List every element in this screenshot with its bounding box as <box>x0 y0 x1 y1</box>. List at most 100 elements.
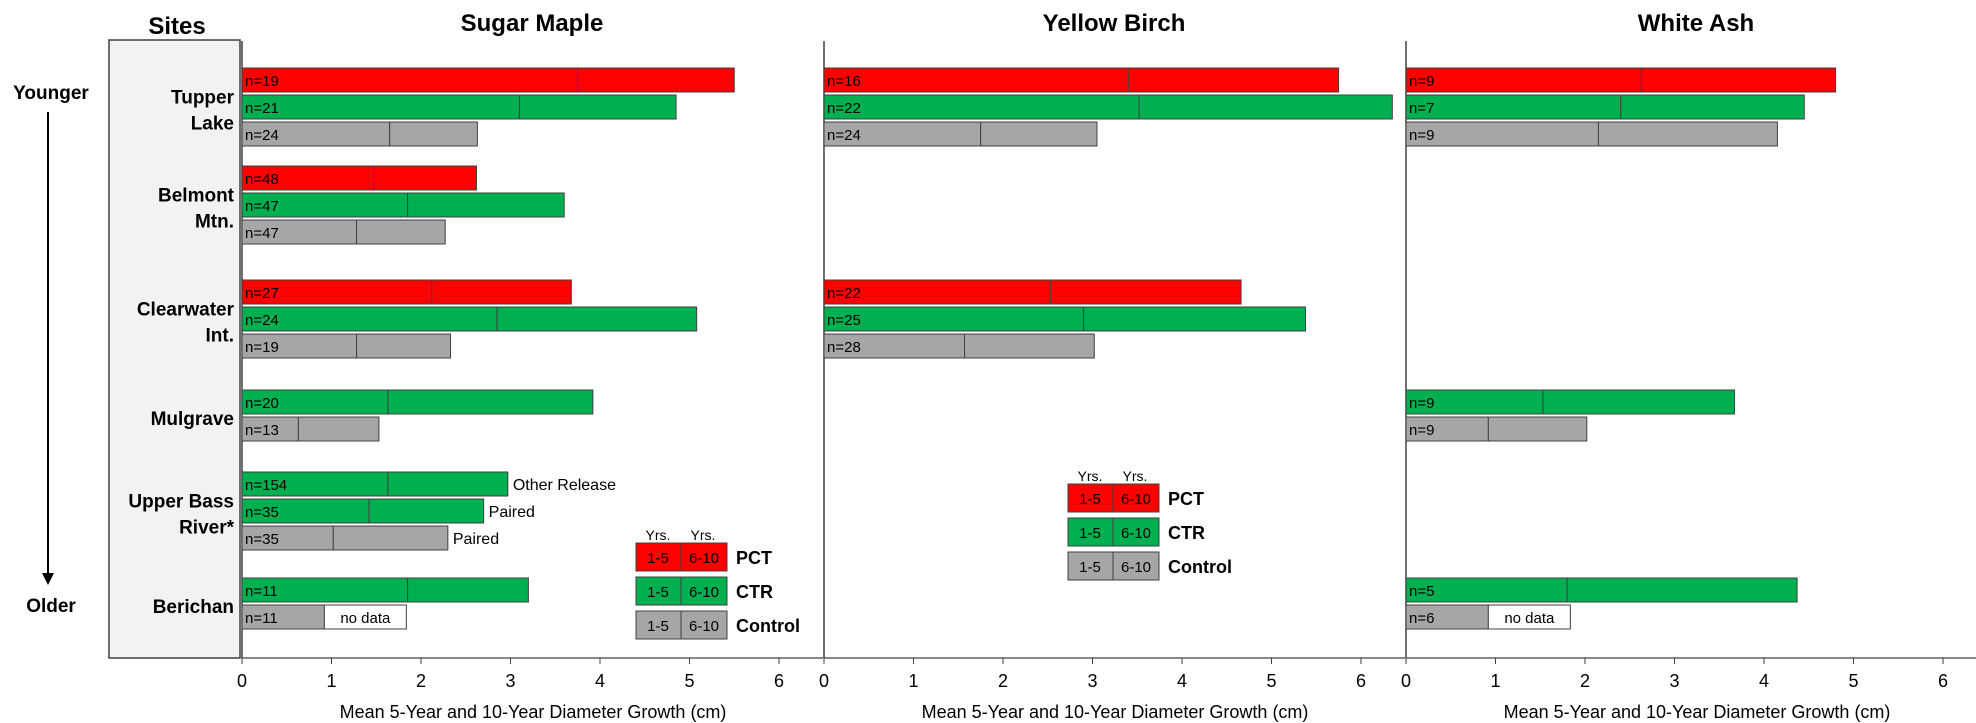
sites-column-box <box>108 39 241 659</box>
bar-n-label: n=6 <box>1409 610 1434 627</box>
bar-segment-years-1-5 <box>241 219 358 245</box>
bar-segment-years-1-5 <box>241 389 389 415</box>
legend-segment-label: 1-5 <box>647 584 669 601</box>
legend-years-label: Yrs. <box>691 527 716 543</box>
bar-n-label: n=13 <box>245 422 279 439</box>
age-axis-start-label: Younger <box>13 83 89 104</box>
legend-swatch-years-6-10 <box>1112 551 1160 581</box>
no-data-box <box>1487 604 1571 630</box>
legend-swatch-years-6-10 <box>1112 517 1160 547</box>
legend-swatch-years-1-5 <box>1067 483 1114 513</box>
legend-swatch-years-6-10 <box>680 542 728 572</box>
legend-years-label: Yrs. <box>646 527 671 543</box>
bar-segment-years-1-5 <box>241 121 391 147</box>
x-tick-label: 5 <box>1266 671 1276 691</box>
bar-n-label: n=35 <box>245 504 279 521</box>
bar-n-label: n=11 <box>245 583 278 600</box>
bar-segment-years-6-10 <box>407 577 529 603</box>
bar-segment-years-6-10 <box>332 525 449 551</box>
x-axis-label: Mean 5-Year and 10-Year Diameter Growth … <box>340 702 727 722</box>
bar-segment-years-6-10 <box>431 279 572 305</box>
bar-segment-years-6-10 <box>356 333 452 359</box>
bar-n-label: n=11 <box>245 610 278 627</box>
x-tick-label: 1 <box>326 671 336 691</box>
legend-item-label: CTR <box>1168 523 1205 543</box>
bar-n-label: n=9 <box>1409 395 1434 412</box>
legend-swatch-years-6-10 <box>680 610 728 640</box>
bar-segment-years-1-5 <box>241 67 579 93</box>
bar-segment-years-6-10 <box>387 471 509 497</box>
bar-segment-years-1-5 <box>241 498 370 524</box>
site-label-line1: Clearwater <box>137 300 235 321</box>
bar-n-label: n=21 <box>245 100 279 117</box>
bar-segment-years-6-10 <box>407 192 565 218</box>
legend-segment-label: 6-10 <box>1121 525 1151 542</box>
bar-segment-years-6-10 <box>1487 416 1588 442</box>
bar-segment-years-6-10 <box>1138 94 1393 120</box>
x-tick-label: 4 <box>595 671 605 691</box>
bar-segment-years-1-5 <box>241 416 299 442</box>
legend-item-label: Control <box>1168 557 1232 577</box>
bar-segment-years-1-5 <box>823 94 1140 120</box>
site-label-line2: Int. <box>206 326 235 347</box>
bar-segment-years-1-5 <box>823 67 1129 93</box>
bar-segment-years-1-5 <box>823 121 982 147</box>
bar-segment-years-6-10 <box>1127 67 1340 93</box>
legend-1: Yrs. Yrs. 1-5 6-10 PCT 1-5 6-10 CTR 1-5 6-10 Contr… <box>635 527 800 640</box>
x-axis-label: Mean 5-Year and 10-Year Diameter Growth … <box>922 702 1309 722</box>
bar-segment-years-1-5 <box>823 279 1051 305</box>
bar-segment-years-1-5 <box>241 306 498 332</box>
bar-segment-years-6-10 <box>964 333 1095 359</box>
sites-column: Sites Younger Older Tupper Lake Belmont Mtn. Cl… <box>13 13 241 659</box>
bar-segment-years-1-5 <box>241 165 375 191</box>
panel-sugar-maple: Sugar Maple 0 1 2 3 4 5 6 Mean 5-Year and 10-Yea… <box>237 10 823 722</box>
panel-white-ash: White Ash 0 1 2 3 4 5 6 Mean 5-Year and 10-Year … <box>1401 10 1976 722</box>
bar-n-label: n=35 <box>245 531 279 548</box>
bar-segment-years-6-10 <box>1620 94 1805 120</box>
x-tick-label: 1 <box>908 671 918 691</box>
no-data-label: no data <box>340 610 391 627</box>
no-data-box <box>323 604 407 630</box>
x-tick-label: 1 <box>1490 671 1500 691</box>
age-axis-arrowhead <box>42 573 54 585</box>
bar-n-label: n=7 <box>1409 100 1434 117</box>
bar-segment-years-6-10 <box>1566 577 1798 603</box>
bar-segment-years-1-5 <box>241 525 334 551</box>
bar-n-label: n=47 <box>245 225 279 242</box>
site-label-line2: Lake <box>191 114 234 135</box>
x-axis-label: Mean 5-Year and 10-Year Diameter Growth … <box>1504 702 1891 722</box>
legend-segment-label: 1-5 <box>1079 559 1101 576</box>
legend-segment-label: 1-5 <box>1079 491 1101 508</box>
site-label-line2: River* <box>179 518 235 539</box>
sites-title: Sites <box>148 13 205 40</box>
x-tick-label: 0 <box>237 671 247 691</box>
bar-segment-years-1-5 <box>241 192 409 218</box>
legend-2: Yrs. Yrs. 1-5 6-10 PCT 1-5 6-10 CTR 1-5 6-10 Contr… <box>1067 468 1232 581</box>
bar-segment-years-6-10 <box>1640 67 1837 93</box>
bar-segment-years-6-10 <box>373 165 477 191</box>
x-tick-label: 0 <box>1401 671 1411 691</box>
panel-title: Yellow Birch <box>1043 10 1186 37</box>
site-label-line1: Tupper <box>171 88 235 109</box>
bar-n-label: n=48 <box>245 171 279 188</box>
age-axis-end-label: Older <box>26 596 76 617</box>
panel-title: White Ash <box>1638 10 1754 37</box>
bar-n-label: n=154 <box>245 477 287 494</box>
legend-item-label: PCT <box>1168 489 1204 509</box>
bar-n-label: n=20 <box>245 395 279 412</box>
bar-n-label: n=9 <box>1409 73 1434 90</box>
bar-segment-years-1-5 <box>1405 94 1622 120</box>
site-label-line1: Belmont <box>158 186 235 207</box>
legend-segment-label: 1-5 <box>1079 525 1101 542</box>
site-label-line2: Mtn. <box>195 212 234 233</box>
legend-item-label: PCT <box>736 548 772 568</box>
panel-yellow-birch: Yellow Birch 0 1 2 3 4 5 6 Mean 5-Year and 10-Ye… <box>819 10 1405 722</box>
x-tick-label: 2 <box>998 671 1008 691</box>
legend-item-label: Control <box>736 616 800 636</box>
bar-segment-years-1-5 <box>241 604 325 630</box>
x-tick-label: 5 <box>684 671 694 691</box>
bar-segment-years-6-10 <box>518 94 677 120</box>
bar-n-label: n=25 <box>827 312 861 329</box>
bar-n-label: n=22 <box>827 285 861 302</box>
